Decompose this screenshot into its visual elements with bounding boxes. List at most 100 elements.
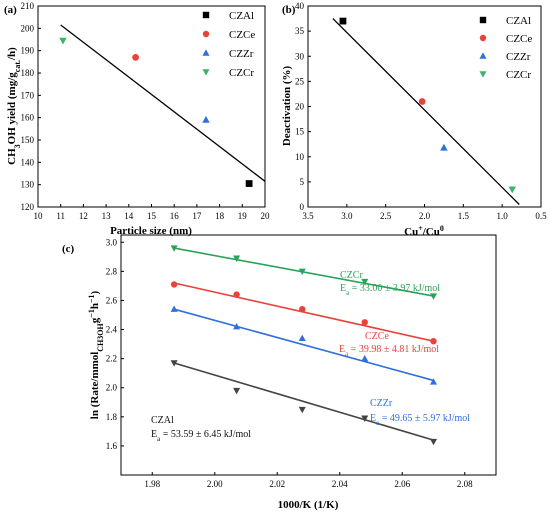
- panel-b-legend-marker-czzr: [479, 52, 487, 59]
- panel-b-y-tick-label: 0: [300, 202, 305, 212]
- panel-c-x-tick-label: 2.02: [269, 479, 285, 489]
- panel-c-annotation-czce-ea: Ea = 39.98 ± 4.81 kJ/mol: [339, 344, 439, 358]
- panel-c-point-czcr: [170, 245, 178, 252]
- panel-c-label: (c): [62, 243, 75, 255]
- panel-c-chart: (c) 1.98 2.00 2.02 2.04 2.06 2.08 1.6 1.8 2.0 2.…: [62, 234, 497, 511]
- panel-c-annotation-czzr-ea: Ea = 49.65 ± 5.97 kJ/mol: [370, 413, 470, 427]
- panel-c-point-czal: [233, 387, 241, 395]
- panel-b-y-ticks: 0 5 10 15 20 25 30 35 40: [295, 1, 311, 212]
- panel-a-y-label: CH3OH yield (mg/gcat./h): [6, 47, 22, 165]
- panel-a-markers: [59, 37, 253, 187]
- panel-a-x-tick-label: 19: [238, 211, 248, 221]
- panel-b-point-czzr: [440, 143, 448, 151]
- panel-a-y-tick-label: 120: [21, 202, 35, 212]
- panel-c-fit-line-czce: [173, 282, 434, 342]
- panel-c-y-tick-label: 2.4: [106, 325, 118, 335]
- panel-a-x-tick-label: 20: [261, 211, 271, 221]
- panel-c-annotation-czcr-name: CZCr: [340, 270, 363, 281]
- panel-c-point-czal: [429, 438, 438, 446]
- panel-c-y-tick-label: 2.0: [106, 383, 118, 393]
- panel-a-x-tick-label: 17: [192, 211, 202, 221]
- panel-a-legend-label-czce: CZCe: [229, 29, 255, 41]
- panel-b-x-tick-label: 1.5: [458, 211, 470, 221]
- panel-b-legend-label-czal: CZAl: [506, 15, 531, 27]
- panel-b-legend-label-czzr: CZZr: [506, 51, 531, 63]
- panel-a-y-tick-label: 190: [21, 46, 35, 56]
- panel-a-point-czal: [245, 180, 253, 187]
- panel-b-y-tick-label: 40: [295, 1, 305, 11]
- panel-a-x-tick-label: 13: [102, 211, 112, 221]
- panel-a-x-tick-label: 16: [170, 211, 180, 221]
- panel-b-point-czcr: [508, 186, 517, 194]
- panel-b-label: (b): [282, 4, 296, 16]
- panel-c-x-tick-label: 2.04: [332, 479, 348, 489]
- panel-a-legend-marker-czal: [202, 11, 210, 19]
- panel-c-point-czce: [233, 291, 240, 298]
- panel-b-fit-line: [332, 18, 520, 205]
- panel-a-point-czce: [132, 53, 140, 61]
- panel-c-x-tick-label: 2.06: [394, 479, 410, 489]
- panel-c-point-czcr: [361, 278, 369, 286]
- panel-c-fit-line-czal: [173, 362, 434, 441]
- panel-b-legend-label-czcr: CZCr: [506, 69, 531, 81]
- panel-b-legend-marker-czce: [479, 34, 487, 42]
- panel-c-x-ticks: 1.98 2.00 2.02 2.04 2.06 2.08: [144, 472, 473, 489]
- panel-c-point-czcr: [233, 255, 241, 262]
- panel-a-point-czzr: [202, 115, 210, 123]
- panel-a-x-label: Particle size (nm): [110, 225, 192, 237]
- panel-b-y-tick-label: 20: [295, 102, 305, 112]
- panel-b-x-tick-label: 3.0: [341, 211, 353, 221]
- panel-c-point-czal: [298, 406, 306, 414]
- panel-c-point-czce: [170, 281, 178, 288]
- panel-a-y-ticks: 120 130 140 150 160 170 180 190 200 210: [21, 1, 41, 212]
- panel-c-point-czce: [430, 337, 437, 345]
- panel-b-y-label: Deactivation (%): [281, 65, 293, 146]
- panel-c-point-czzr: [298, 334, 306, 341]
- panel-a-y-tick-label: 130: [21, 180, 35, 190]
- panel-a-y-tick-label: 200: [21, 23, 35, 33]
- panel-b-legend-label-czce: CZCe: [506, 33, 532, 45]
- panel-c-annotation-czzr-name: CZZr: [370, 398, 393, 409]
- panel-c-point-czal: [361, 415, 369, 422]
- panel-a-x-tick-label: 18: [215, 211, 225, 221]
- panel-c-point-czal: [170, 360, 178, 367]
- panel-a-chart: (a) 10 11 12 13 14 15 16 17 18 19 20 1201301401501…: [4, 1, 270, 237]
- panel-c-plot-frame: [120, 234, 497, 476]
- panel-a-legend: CZAl CZCe CZZr CZCr: [202, 10, 255, 79]
- panel-c-x-tick-label: 2.08: [457, 479, 473, 489]
- panel-c-x-label: 1000/K (1/K): [278, 499, 339, 511]
- panel-b-markers: [339, 17, 517, 194]
- panel-c-y-tick-label: 1.8: [106, 412, 118, 422]
- panel-a-legend-label-czal: CZAl: [229, 10, 254, 22]
- panel-a-x-tick-label: 11: [56, 211, 65, 221]
- panel-b-x-tick-label: 1.0: [497, 211, 509, 221]
- panel-c-annotation-czal-ea: Ea = 53.59 ± 6.45 kJ/mol: [151, 429, 251, 443]
- panel-b-legend-marker-czcr: [479, 71, 487, 78]
- panel-a-legend-label-czzr: CZZr: [229, 48, 254, 60]
- panel-c-y-label: ln (Rate/mmolCH3OHg−1h−1): [87, 290, 105, 419]
- panel-c-fit-line-czzr: [173, 308, 434, 382]
- panel-b-y-tick-label: 30: [295, 51, 305, 61]
- panel-a-y-tick-label: 160: [21, 113, 35, 123]
- panel-c-annotation-czcr-ea: Ea = 33.00 ± 3.97 kJ/mol: [340, 283, 440, 297]
- panel-c-y-tick-label: 2.2: [106, 354, 117, 364]
- panel-a-y-tick-label: 150: [21, 135, 35, 145]
- panel-b-chart: (b) 3.5 3.0 2.5 2.0 1.5 1.0 0.5 0 5 10 15 20 25 30 35…: [281, 1, 547, 238]
- panel-a-point-czcr: [59, 37, 67, 45]
- panel-b-x-ticks: 3.5 3.0 2.5 2.0 1.5 1.0 0.5: [302, 204, 547, 221]
- panel-c-y-tick-label: 2.8: [106, 266, 118, 276]
- panel-b-y-tick-label: 5: [300, 177, 305, 187]
- panel-a-y-tick-label: 180: [21, 68, 35, 78]
- panel-a-fit-line: [60, 24, 266, 182]
- panel-c-point-czzr: [361, 354, 369, 362]
- panel-b-y-tick-label: 15: [295, 127, 305, 137]
- panel-a-legend-marker-czzr: [202, 49, 210, 56]
- panel-c-markers: [170, 245, 438, 446]
- panel-b-y-tick-label: 25: [295, 76, 305, 86]
- panel-a-x-tick-label: 15: [147, 211, 157, 221]
- panel-a-y-tick-label: 210: [21, 1, 35, 11]
- panel-b-x-tick-label: 3.5: [302, 211, 314, 221]
- panel-b-x-tick-label: 0.5: [535, 211, 547, 221]
- panel-b-point-czal: [339, 17, 347, 25]
